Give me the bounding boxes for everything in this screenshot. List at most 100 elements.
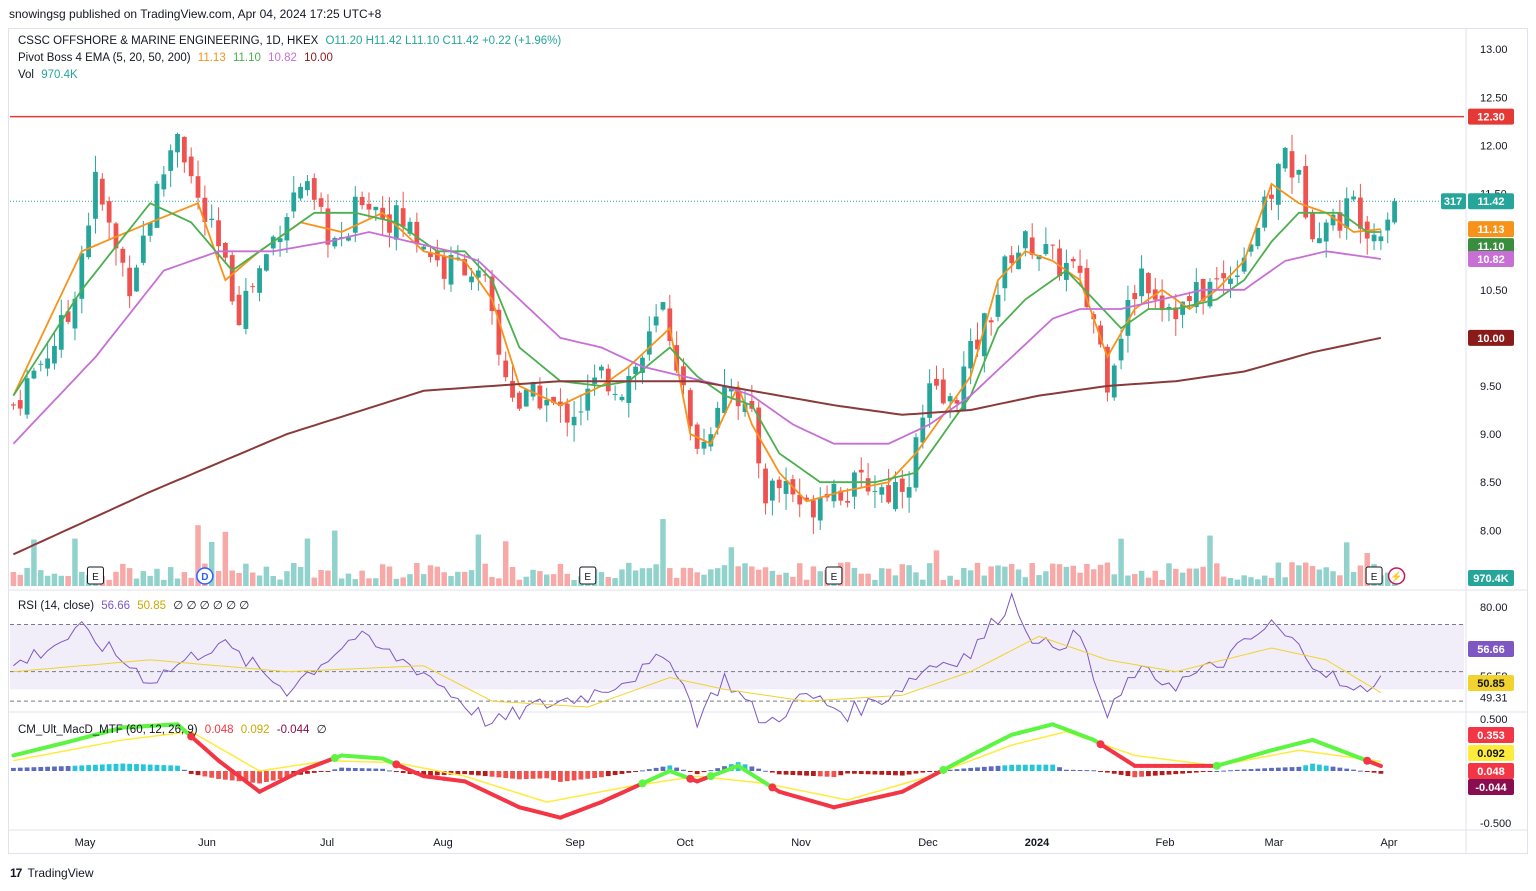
macd-histogram-bar [564, 771, 570, 782]
volume-bar [1323, 567, 1329, 586]
macd-histogram-bar [824, 771, 830, 777]
candle-body [161, 174, 167, 190]
price-label-11-10: 11.10 [1478, 241, 1505, 253]
macd-histogram-bar [523, 771, 529, 780]
macd-histogram-bar [1214, 771, 1220, 772]
candle-body [250, 286, 256, 288]
macd-histogram-bar [845, 771, 850, 774]
macd-histogram-bar [1118, 771, 1124, 775]
volume-bar [660, 519, 666, 586]
macd-histogram-bar [373, 768, 379, 771]
legend-rsi-name: RSI (14, close) [18, 600, 95, 612]
candle-body [1358, 197, 1363, 229]
price-axis-tick: 12.00 [1480, 140, 1508, 152]
volume-bar [441, 572, 447, 586]
volume-bar [701, 574, 707, 586]
volume-bar [1296, 565, 1302, 586]
macd-histogram-bar [1351, 769, 1356, 771]
volume-bar [208, 541, 215, 586]
macd-histogram-bar [852, 771, 857, 774]
legend-vol-row[interactable]: Vol 970.4K [18, 69, 82, 81]
macd-histogram-bar [585, 771, 591, 779]
price-axis-tick: 8.00 [1480, 525, 1501, 537]
candle-body [346, 237, 351, 241]
legend-rsi-row[interactable]: RSI (14, close) 56.66 50.85 ∅ ∅ ∅ ∅ ∅ ∅ [18, 598, 253, 612]
macd-histogram-bar [1009, 764, 1015, 771]
legend-ema-row[interactable]: Pivot Boss 4 EMA (5, 20, 50, 200) 11.13 … [18, 52, 337, 64]
volume-bar [892, 575, 899, 586]
candle-body [387, 214, 392, 233]
volume-bar [755, 569, 762, 586]
candle-body [305, 181, 310, 191]
time-axis-label: Oct [676, 837, 693, 849]
candle-body [797, 494, 803, 505]
volume-axis-label-bg [1468, 570, 1514, 586]
candle-body [366, 203, 372, 210]
candle-body [1262, 196, 1268, 228]
volume-bar [51, 573, 58, 586]
candle-body [188, 156, 194, 177]
volume-bar [550, 574, 557, 586]
volume-bar [58, 575, 65, 586]
earnings-marker-icon [86, 566, 104, 585]
legend-rsi-extra: ∅ ∅ ∅ ∅ ∅ ∅ [173, 600, 250, 612]
volume-bar [1289, 562, 1295, 586]
macd-histogram-bar [968, 767, 974, 771]
macd-histogram-bar [1002, 765, 1008, 771]
volume-bar [995, 565, 1001, 586]
volume-bar [311, 577, 318, 586]
macd-histogram-bar [318, 771, 324, 772]
volume-bar [126, 568, 133, 586]
candle-body [52, 345, 57, 364]
candle-body [811, 500, 816, 518]
candle-body [1187, 296, 1192, 302]
macd-histogram-bar [277, 771, 283, 780]
volume-bar [379, 564, 386, 586]
volume-bar [1282, 577, 1288, 586]
macd-histogram-bar [872, 771, 878, 775]
macd-histogram-bar [332, 769, 338, 771]
macd-histogram-bar [195, 771, 201, 776]
candle-body [1221, 273, 1227, 279]
macd-axis-tick: -0.500 [1480, 818, 1511, 830]
macd-histogram-bar [1125, 771, 1131, 777]
legend-ema200-value: 10.00 [304, 52, 333, 64]
candle-body [1077, 265, 1083, 273]
candle-body [1193, 282, 1199, 308]
candle-body [1323, 222, 1329, 242]
volume-bar [448, 575, 454, 586]
alert-marker-glyph: ⚡ [1390, 570, 1402, 583]
macd-histogram-bar [168, 765, 174, 771]
candle-body [489, 276, 495, 312]
volume-bar [304, 538, 311, 586]
volume-bar [1179, 572, 1186, 586]
volume-bar [1220, 576, 1227, 586]
macd-histogram-bar [742, 764, 748, 771]
macd-histogram-bar [1022, 764, 1028, 771]
volume-bar [65, 575, 71, 586]
volume-bar [920, 579, 926, 586]
macd-histogram-bar [65, 766, 71, 771]
footer-brand[interactable]: 17 TradingView [10, 866, 94, 880]
macd-histogram-bar [243, 771, 249, 782]
candle-body [147, 222, 153, 236]
price-label-10-00-bg [1468, 329, 1514, 346]
volume-bar [434, 566, 441, 586]
price-axis-tick: 9.00 [1480, 429, 1501, 441]
volume-bar [24, 567, 30, 586]
macd-histogram-bar [1016, 764, 1021, 771]
candle-body [1084, 268, 1090, 308]
legend-ema5-value: 11.13 [197, 52, 226, 64]
macd-histogram-bar [544, 771, 550, 779]
candle-body [448, 254, 454, 285]
volume-bar [38, 570, 44, 586]
macd-histogram-bar [701, 771, 707, 773]
candle-body [1214, 278, 1220, 280]
candle-body [462, 259, 468, 276]
candle-body [414, 221, 420, 244]
candle-body [475, 270, 481, 278]
legend-macd-row[interactable]: CM_Ult_MacD_MTF (60, 12, 26, 9) 0.048 0.… [18, 722, 331, 736]
volume-bar [974, 562, 981, 586]
volume-bar [1111, 574, 1117, 586]
